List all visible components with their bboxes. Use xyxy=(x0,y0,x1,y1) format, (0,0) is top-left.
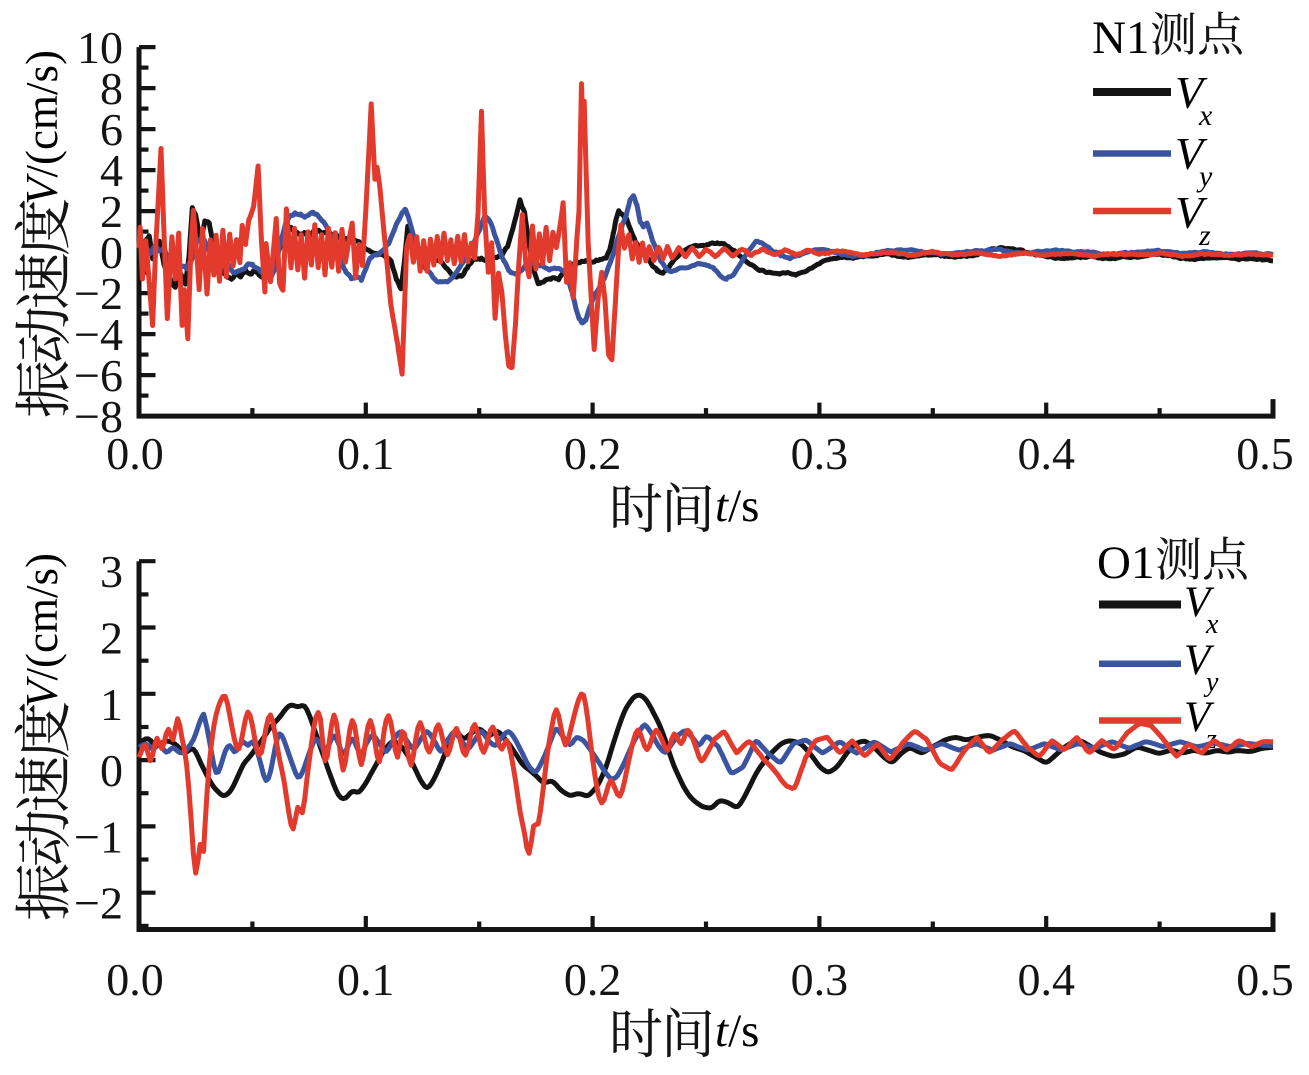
svg-text:−4: −4 xyxy=(74,309,123,360)
svg-text:0.3: 0.3 xyxy=(791,954,849,1005)
svg-text:0.1: 0.1 xyxy=(337,954,395,1005)
svg-text:0.4: 0.4 xyxy=(1017,428,1075,479)
svg-text:0.2: 0.2 xyxy=(564,954,622,1005)
svg-text:V: V xyxy=(1184,694,1215,741)
svg-text:1: 1 xyxy=(100,679,123,730)
svg-text:10: 10 xyxy=(77,22,123,73)
svg-text:0.5: 0.5 xyxy=(1236,954,1294,1005)
svg-text:2: 2 xyxy=(100,186,123,237)
svg-text:−2: −2 xyxy=(74,878,123,929)
svg-text:V/(cm/s): V/(cm/s) xyxy=(17,553,67,708)
svg-text:3: 3 xyxy=(100,546,123,597)
svg-text:V: V xyxy=(1184,579,1215,626)
svg-text:−8: −8 xyxy=(74,391,123,442)
svg-text:V: V xyxy=(1175,187,1208,238)
svg-text:0: 0 xyxy=(100,227,123,278)
svg-text:0.4: 0.4 xyxy=(1017,954,1075,1005)
svg-text:y: y xyxy=(1203,667,1219,698)
svg-text:x: x xyxy=(1198,99,1213,132)
svg-text:−2: −2 xyxy=(74,268,123,319)
svg-text:t/s: t/s xyxy=(715,480,759,532)
svg-text:6: 6 xyxy=(100,104,123,155)
svg-text:V: V xyxy=(1175,128,1208,179)
svg-text:0: 0 xyxy=(100,745,123,796)
svg-text:0.0: 0.0 xyxy=(106,954,164,1005)
svg-text:O1: O1 xyxy=(1097,537,1154,589)
svg-text:t/s: t/s xyxy=(715,1005,759,1057)
svg-text:z: z xyxy=(1198,219,1211,252)
svg-text:V: V xyxy=(1184,637,1215,684)
svg-text:0.3: 0.3 xyxy=(791,428,849,479)
svg-text:0.1: 0.1 xyxy=(337,428,395,479)
svg-text:V/(cm/s): V/(cm/s) xyxy=(17,50,67,205)
svg-text:x: x xyxy=(1205,609,1219,640)
svg-text:−6: −6 xyxy=(74,350,123,401)
svg-text:−1: −1 xyxy=(74,811,123,862)
svg-text:8: 8 xyxy=(100,63,123,114)
svg-text:2: 2 xyxy=(100,613,123,664)
svg-text:0.0: 0.0 xyxy=(106,428,164,479)
svg-text:0.5: 0.5 xyxy=(1236,428,1294,479)
svg-text:N1: N1 xyxy=(1092,12,1149,64)
svg-text:4: 4 xyxy=(100,145,123,196)
svg-text:y: y xyxy=(1196,160,1213,193)
svg-text:V: V xyxy=(1175,67,1208,118)
svg-text:0.2: 0.2 xyxy=(564,428,622,479)
